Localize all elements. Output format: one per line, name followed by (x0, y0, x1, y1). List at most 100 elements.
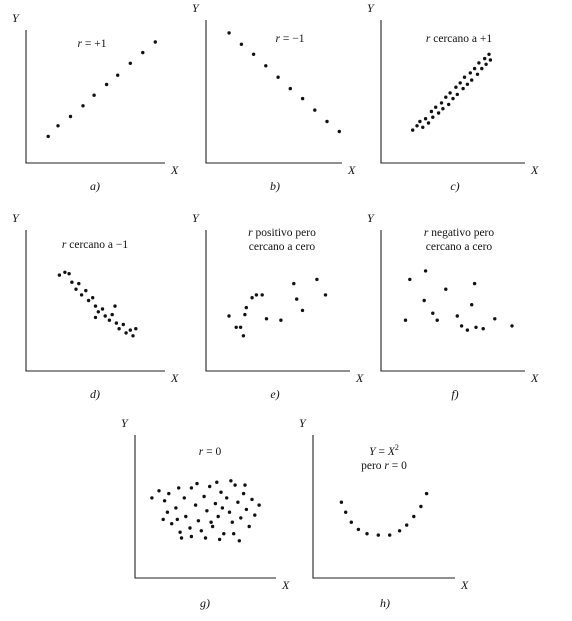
axes (134, 435, 276, 579)
data-point (439, 101, 444, 105)
x-axis-label: X (355, 371, 364, 385)
data-point (257, 503, 261, 507)
data-point (208, 484, 212, 489)
data-point (124, 331, 128, 335)
data-point (423, 117, 428, 121)
data-point (470, 78, 474, 82)
panel-4: Y Xd) r cercano a −1 (12, 211, 179, 401)
data-point (243, 483, 247, 487)
data-point (219, 490, 223, 494)
data-point (411, 128, 415, 132)
data-point (313, 108, 317, 112)
data-point (483, 56, 487, 61)
data-point (184, 514, 188, 519)
data-point (199, 529, 203, 533)
axes (25, 230, 165, 372)
y-axis-label: Y (121, 416, 129, 430)
x-axis-label: X (281, 578, 290, 592)
data-point (202, 494, 206, 499)
data-point (216, 514, 220, 519)
data-point (67, 272, 71, 276)
data-point (254, 293, 259, 297)
data-point (292, 281, 296, 286)
data-point (431, 311, 435, 315)
data-point (444, 95, 448, 99)
data-point (300, 96, 305, 101)
title-superscript: 2 (395, 443, 399, 452)
data-point (103, 314, 107, 318)
data-point (170, 522, 174, 526)
data-point (77, 281, 81, 286)
panel-title-line: r = +1 (78, 38, 107, 50)
data-point (227, 31, 231, 35)
data-point (447, 102, 451, 107)
panel-title-line: r negativo pero (424, 227, 495, 239)
data-point (107, 318, 112, 322)
data-point (188, 526, 192, 530)
data-point (422, 298, 426, 303)
y-axis-label: Y (12, 11, 20, 25)
data-point (189, 534, 194, 539)
data-point (241, 334, 246, 338)
data-point (128, 61, 132, 65)
data-point (465, 328, 470, 332)
data-point (150, 496, 154, 500)
data-point (510, 324, 514, 328)
data-point (110, 312, 114, 317)
data-point (472, 66, 477, 71)
data-point (68, 114, 73, 119)
data-point (451, 96, 455, 101)
y-axis-label: Y (367, 211, 375, 225)
data-point (220, 506, 225, 510)
data-point (131, 334, 135, 338)
data-point (222, 532, 226, 536)
data-point (462, 75, 467, 79)
data-point (470, 303, 474, 307)
data-point (205, 509, 209, 513)
data-point (455, 314, 459, 318)
data-point (104, 82, 109, 87)
data-point (356, 527, 361, 532)
data-point (465, 82, 470, 87)
panel-6: Y Xf) r negativo pero cercano a cero (367, 211, 539, 401)
panel-caption: a) (90, 179, 100, 193)
data-point (475, 72, 480, 77)
x-axis-label: X (530, 163, 539, 177)
data-point (431, 115, 435, 119)
data-point (441, 107, 445, 111)
panel-caption: b) (270, 179, 280, 193)
data-point (419, 504, 423, 509)
data-point (189, 486, 194, 490)
data-point (157, 489, 161, 493)
data-point (244, 507, 249, 512)
data-point (57, 273, 62, 277)
data-point (424, 491, 429, 496)
y-axis-label: Y (192, 1, 200, 15)
panel-caption: d) (90, 387, 100, 401)
panel-title-line: Y = X2 (369, 443, 399, 458)
data-point (177, 486, 181, 490)
data-point (243, 312, 247, 317)
x-axis-label: X (347, 163, 356, 177)
data-point (233, 483, 237, 487)
data-point (344, 510, 348, 514)
data-point (474, 325, 478, 329)
data-point (339, 500, 344, 504)
panel-2: Y Xb) r = −1 (192, 1, 356, 193)
data-point (196, 519, 201, 523)
data-point (236, 500, 240, 504)
data-point (415, 124, 419, 128)
data-point (238, 325, 243, 329)
data-point (323, 293, 328, 297)
panel-1: Y Xa) r = +1 (12, 11, 179, 193)
data-point (408, 277, 412, 282)
data-point (229, 479, 233, 483)
data-point (349, 520, 353, 524)
x-axis-label: X (530, 371, 539, 385)
x-axis-label: X (460, 578, 469, 592)
axes (205, 230, 350, 372)
data-point (178, 530, 182, 534)
panel-title-line: r cercano a −1 (62, 239, 128, 251)
data-point (454, 85, 458, 89)
